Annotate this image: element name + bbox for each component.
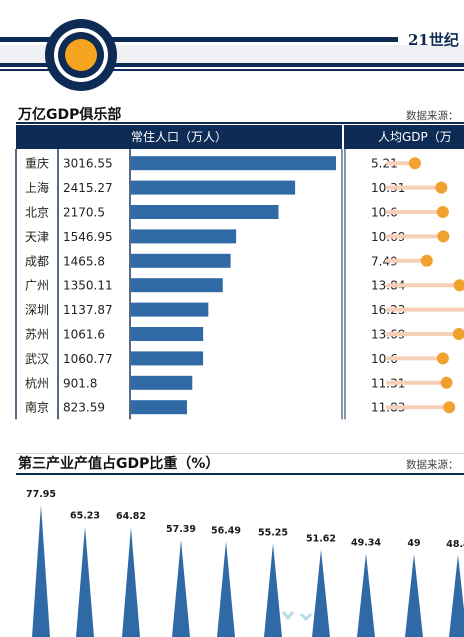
row-city-label: 苏州 xyxy=(25,328,49,342)
gdp-dot xyxy=(452,328,464,340)
share-spike xyxy=(217,541,235,637)
share-spike xyxy=(312,549,330,637)
row-gdp-label: 10.6 xyxy=(371,352,398,366)
population-bar xyxy=(131,375,193,390)
share-spike xyxy=(172,539,190,637)
row-city-label: 杭州 xyxy=(25,375,49,390)
headline: 21世纪 xyxy=(408,31,459,49)
tertiary-share-title: 第三产业产值占GDP比重（%） xyxy=(18,456,220,472)
row-city-label: 天津 xyxy=(25,230,49,244)
row-population-label: 3016.55 xyxy=(63,157,113,171)
population-bar xyxy=(131,278,223,293)
share-spike xyxy=(449,555,464,637)
gdp-club-source: 数据来源： xyxy=(406,110,459,122)
gdp-dot xyxy=(436,352,449,365)
row-gdp-label: 10.6 xyxy=(371,206,398,220)
row-city-label: 广州 xyxy=(25,279,49,293)
header-stripe-thin xyxy=(0,69,464,71)
row-gdp-label: 5.21 xyxy=(371,157,398,171)
row-city-label: 上海 xyxy=(25,180,49,195)
share-value-label: 55.25 xyxy=(258,527,288,538)
row-population-label: 1060.77 xyxy=(63,352,113,366)
population-bar xyxy=(131,327,204,341)
watermark-mark xyxy=(281,611,313,622)
share-value-label: 56.49 xyxy=(211,525,241,536)
share-value-label: 57.39 xyxy=(166,524,196,535)
row-city-label: 北京 xyxy=(25,206,49,220)
section-divider xyxy=(16,453,464,454)
row-population-label: 823.59 xyxy=(63,401,105,415)
gdp-club-title: 万亿GDP俱乐部 xyxy=(18,107,122,123)
row-population-label: 1546.95 xyxy=(63,230,113,244)
row-population-label: 2415.27 xyxy=(63,181,113,195)
share-spike xyxy=(357,553,375,637)
share-value-label: 49.34 xyxy=(351,537,381,548)
row-city-label: 重庆 xyxy=(25,157,49,171)
share-value-label: 64.82 xyxy=(116,511,146,522)
gdp-column-header: 人均GDP（万 xyxy=(344,125,464,149)
gdp-header-label: 人均GDP（万 xyxy=(378,130,452,144)
row-gdp-label: 7.49 xyxy=(371,254,398,268)
population-column-header: 常住人口（万人） xyxy=(16,125,342,149)
share-value-label: 65.23 xyxy=(70,511,100,522)
gdp-dot xyxy=(437,230,450,243)
header-stripe-top xyxy=(0,37,464,42)
gdp-dot xyxy=(435,181,448,194)
header-stripe-bottom xyxy=(0,63,464,67)
population-bar xyxy=(131,205,279,219)
row-population-label: 1465.8 xyxy=(63,254,105,268)
gdp-dot xyxy=(420,254,433,267)
tertiary-share-chart: 77.95 65.23 64.82 57.39 56.49 55.25 51.62 49.34… xyxy=(26,489,464,637)
emblem-core xyxy=(65,39,97,71)
share-value-label: 48.4 xyxy=(446,539,464,550)
population-bar xyxy=(131,229,237,244)
row-population-label: 1350.11 xyxy=(63,279,113,293)
share-spike xyxy=(264,543,282,637)
section-rule-2 xyxy=(16,473,464,475)
row-city-label: 武汉 xyxy=(25,352,49,366)
gdp-dot xyxy=(408,157,421,170)
share-spike xyxy=(32,505,50,637)
gdp-dot xyxy=(453,279,464,292)
share-value-label: 51.62 xyxy=(306,534,336,545)
population-bar xyxy=(131,156,336,171)
header-banner xyxy=(0,0,464,95)
share-spike xyxy=(405,554,423,637)
headline-backdrop xyxy=(398,22,464,44)
row-city-label: 南京 xyxy=(25,400,49,415)
population-bar xyxy=(131,302,209,317)
population-bar xyxy=(131,400,187,415)
row-population-label: 901.8 xyxy=(63,376,97,390)
row-population-label: 1061.6 xyxy=(63,328,105,342)
row-city-label: 成都 xyxy=(25,254,49,268)
gdp-dot xyxy=(443,401,456,414)
gdp-dot xyxy=(440,376,453,389)
row-population-label: 2170.5 xyxy=(63,206,105,220)
share-value-label: 49 xyxy=(407,538,420,549)
population-bar xyxy=(131,253,231,268)
section-rule xyxy=(16,122,464,124)
gdp-dot xyxy=(436,206,449,218)
population-bar xyxy=(131,180,296,195)
header-divider xyxy=(342,125,344,149)
population-header-label: 常住人口（万人） xyxy=(130,130,227,144)
row-city-label: 深圳 xyxy=(25,303,49,317)
tertiary-share-source: 数据来源： xyxy=(406,459,459,471)
gdp-club-table: 重庆3016.555.21上海2415.2710.31北京2170.510.6天… xyxy=(15,149,464,420)
share-spike xyxy=(76,526,94,637)
population-bar xyxy=(131,351,204,366)
share-spike xyxy=(122,527,140,637)
share-value-label: 77.95 xyxy=(26,489,56,500)
row-population-label: 1137.87 xyxy=(63,303,113,317)
